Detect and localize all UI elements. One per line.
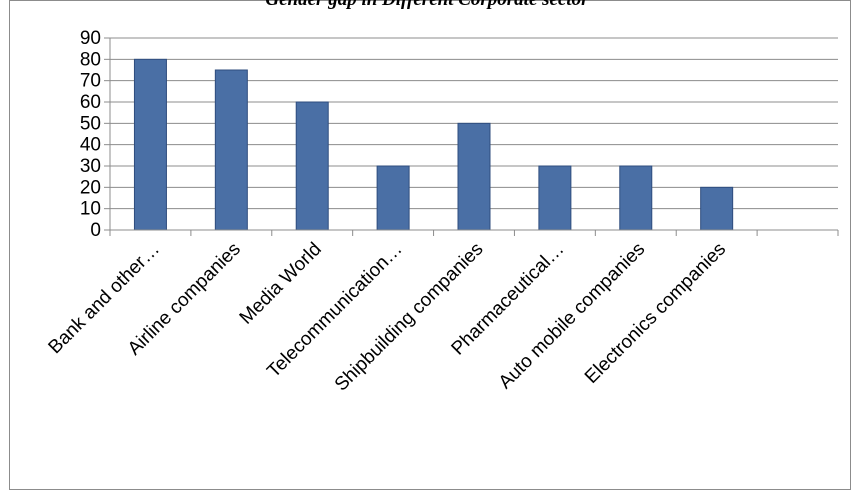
- x-tick-label: Telecommunication…: [263, 239, 406, 382]
- y-tick-label: 70: [80, 71, 101, 92]
- y-tick-label: 50: [80, 113, 101, 134]
- bar: [457, 122, 491, 231]
- x-tick-label: Electronics companies: [581, 239, 730, 388]
- bar: [538, 165, 572, 231]
- y-tick-label: 60: [80, 92, 101, 113]
- axes: [104, 37, 839, 236]
- bar: [376, 165, 410, 231]
- bars: [133, 58, 734, 231]
- y-tick-label: 30: [80, 156, 101, 177]
- bar: [295, 101, 329, 231]
- y-tick-label: 80: [80, 49, 101, 70]
- x-tick-label: Auto mobile companies: [495, 239, 650, 394]
- x-tick-label: Media World: [236, 239, 326, 329]
- x-tick-label: Shipbuilding companies: [331, 239, 488, 396]
- y-tick-label: 0: [90, 220, 101, 241]
- bar: [214, 69, 248, 231]
- y-tick-label: 10: [80, 199, 101, 220]
- bar: [700, 186, 734, 231]
- y-tick-label: 90: [80, 28, 101, 49]
- bar: [619, 165, 653, 231]
- bar: [133, 58, 167, 231]
- y-tick-label: 20: [80, 177, 101, 198]
- y-tick-label: 40: [80, 135, 101, 156]
- chart-title: Gender gap in Different Corporate sector: [0, 0, 854, 11]
